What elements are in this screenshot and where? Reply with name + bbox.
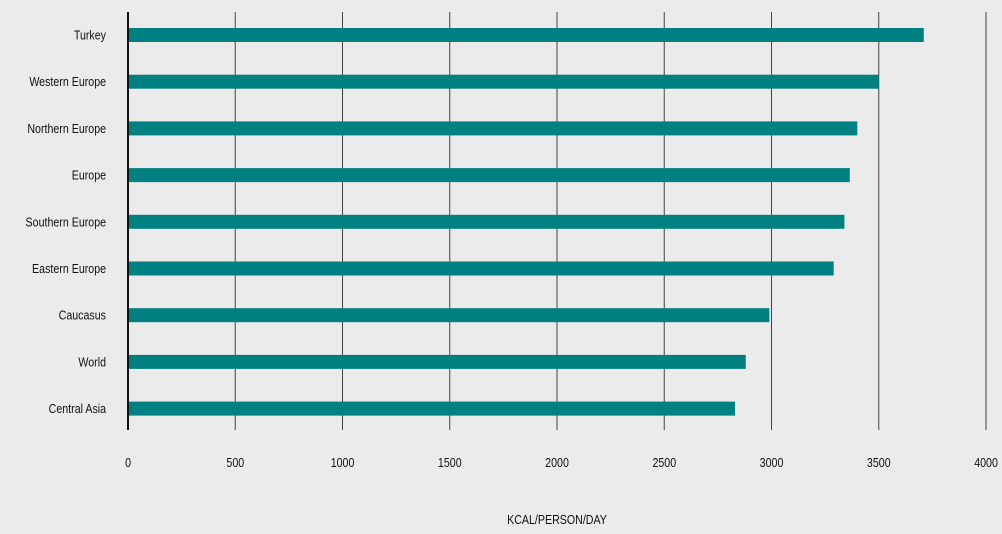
bar (128, 308, 770, 323)
bar (128, 261, 834, 276)
bars (128, 28, 924, 416)
bar (128, 74, 879, 89)
x-tick-label: 3500 (867, 455, 891, 470)
x-tick-label: 1000 (331, 455, 355, 470)
x-tick-label: 0 (125, 455, 131, 470)
category-label: Caucasus (59, 308, 106, 323)
x-tick-label: 500 (226, 455, 244, 470)
category-label: Turkey (74, 27, 106, 42)
category-label: Central Asia (49, 401, 107, 416)
category-label: Northern Europe (27, 121, 106, 136)
bar (128, 354, 746, 369)
x-tick-label: 2000 (545, 455, 569, 470)
bar (128, 28, 924, 42)
bar (128, 121, 858, 136)
x-tick-labels: 0 500 1000 1500 2000 2500 3000 3500 4000 (125, 455, 998, 470)
x-axis-label: KCAL/PERSON/DAY (507, 512, 607, 527)
x-tick-label: 4000 (974, 455, 998, 470)
category-label: Eastern Europe (32, 261, 106, 276)
category-label: Western Europe (29, 74, 106, 89)
category-label: Southern Europe (26, 214, 107, 229)
bar (128, 401, 736, 416)
bar (128, 214, 845, 229)
x-tick-label: 1500 (438, 455, 462, 470)
category-label: World (78, 354, 106, 369)
bar (128, 168, 850, 183)
category-labels: Turkey Western Europe Northern Europe Europ… (26, 27, 107, 416)
x-tick-label: 3000 (760, 455, 784, 470)
category-label: Europe (72, 168, 107, 183)
x-tick-label: 2500 (652, 455, 676, 470)
